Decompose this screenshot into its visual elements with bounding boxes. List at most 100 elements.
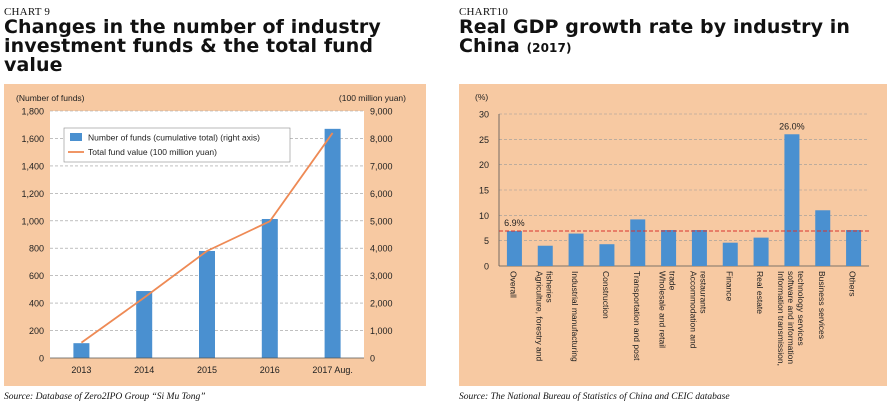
y-tick-label: 5: [484, 236, 489, 246]
x-tick-label-group: Industrial manufacturing: [570, 271, 580, 362]
x-tick-label: technology services: [796, 271, 806, 346]
x-tick-label: Industrial manufacturing: [570, 271, 580, 362]
x-tick-label: Others: [848, 271, 858, 297]
x-tick-label-group: Construction: [601, 271, 611, 319]
y2-tick-label: 7,000: [370, 161, 393, 171]
x-tick-label: Transportation and post: [632, 271, 642, 361]
bar: [324, 128, 341, 358]
series-line: [80, 132, 334, 344]
chart-title-line: investment funds & the total fund: [4, 35, 374, 57]
y-axis-label: (Number of funds): [16, 93, 85, 103]
y-tick-label: 0: [484, 262, 489, 272]
bar: [568, 233, 584, 266]
bar: [846, 230, 862, 266]
y2-tick-label: 5,000: [370, 216, 393, 226]
x-tick-label-group: Others: [848, 271, 858, 297]
fund-chart-svg: 0 0 200 1,000 400 2,000 600 3,000 800 4,000 1,000 5…: [16, 93, 406, 375]
y-tick-label: 10: [479, 211, 489, 221]
x-tick-label-group: Transportation and post: [632, 271, 642, 361]
x-tick-label-group: Overall: [508, 271, 518, 298]
x-tick-label: Overall: [508, 271, 518, 298]
y2-tick-label: 8,000: [370, 134, 393, 144]
chart-number-label: CHART10: [459, 6, 509, 18]
bar: [537, 245, 553, 266]
bar: [199, 250, 215, 358]
bar: [753, 237, 769, 266]
bar: [815, 210, 831, 266]
y-tick-label: 400: [29, 299, 44, 309]
chart-title-year: (2017): [526, 41, 572, 55]
x-tick-label: Real estate: [755, 271, 765, 314]
x-tick-label: software and information: [786, 271, 796, 364]
x-tick-label: Agriculture, forestry and: [534, 271, 544, 362]
y-tick-label: 1,200: [21, 189, 44, 199]
chart-title-text: China: [459, 35, 520, 57]
x-tick-label-group: Agriculture, forestry and fisheries: [534, 271, 554, 362]
x-tick-label: Wholesale and retail: [658, 271, 668, 348]
x-tick-label-group: Finance: [724, 271, 734, 302]
y2-axis-label: (100 million yuan): [339, 93, 406, 103]
y2-tick-label: 6,000: [370, 189, 393, 199]
x-tick-label: restaurants: [698, 271, 708, 314]
bar: [261, 218, 278, 358]
chart-title-line: Real GDP growth rate by industry in: [459, 16, 851, 38]
data-label: 6.9%: [504, 218, 525, 228]
x-tick-label: Finance: [724, 271, 734, 302]
chart-number-label: CHART 9: [4, 6, 51, 18]
chart-title: Changes in the number of industry invest…: [4, 18, 381, 75]
x-tick-label: Information transmission,: [776, 271, 786, 366]
source-note: Source: The National Bureau of Statistic…: [459, 392, 730, 402]
x-tick-label-group: Wholesale and retail trade: [658, 271, 678, 348]
x-tick-label: 2013: [71, 365, 91, 375]
chart-frame: 0 0 200 1,000 400 2,000 600 3,000 800 4,000 1,000 5…: [4, 84, 426, 386]
y2-tick-label: 4,000: [370, 244, 393, 254]
y-tick-label: 600: [29, 271, 44, 281]
x-tick-label: Construction: [601, 271, 611, 319]
x-tick-label: 2014: [134, 365, 154, 375]
y-tick-label: 0: [39, 354, 44, 364]
x-tick-label: Accommodation and: [688, 271, 698, 349]
y-tick-label: 1,400: [21, 161, 44, 171]
x-tick-label: 2016: [260, 365, 280, 375]
bar: [661, 230, 677, 266]
bar: [599, 244, 615, 266]
y2-tick-label: 9,000: [370, 107, 393, 117]
bar: [630, 219, 646, 266]
x-tick-label: fisheries: [544, 271, 554, 303]
y2-tick-label: 0: [370, 354, 375, 364]
x-tick-label: 2017 Aug.: [312, 365, 353, 375]
x-tick-label-group: Information transmission, software and in…: [776, 271, 806, 366]
y2-tick-label: 2,000: [370, 299, 393, 309]
chart-title: Real GDP growth rate by industry in Chin…: [459, 18, 850, 58]
y-tick-label: 1,600: [21, 134, 44, 144]
bar: [73, 343, 90, 358]
gdp-chart-svg: 0 5 10 15 20 25 30 (%) 6.9% Overall Agriculture, f…: [475, 92, 869, 366]
bar: [136, 291, 153, 358]
bar: [722, 242, 738, 266]
y-tick-label: 25: [479, 135, 489, 145]
x-tick-label: trade: [668, 271, 678, 291]
legend-swatch-bar: [70, 133, 82, 141]
y-tick-label: 1,800: [21, 107, 44, 117]
right-chart-panel: CHART10 Real GDP growth rate by industry…: [455, 0, 891, 411]
chart-title-line: Changes in the number of industry: [4, 16, 381, 38]
legend-label: Total fund value (100 million yuan): [88, 147, 217, 157]
chart-title-line: China (2017): [459, 37, 850, 58]
y2-tick-label: 3,000: [370, 271, 393, 281]
y-axis-label: (%): [475, 92, 488, 102]
bar: [506, 231, 522, 266]
x-tick-label: Business services: [817, 271, 827, 339]
chart-title-line: value: [4, 54, 63, 76]
y-tick-label: 30: [479, 110, 489, 120]
y-tick-label: 200: [29, 326, 44, 336]
bar: [784, 134, 800, 266]
data-label: 26.0%: [779, 121, 805, 131]
source-note: Source: Database of Zero2IPO Group “Si M…: [4, 392, 206, 402]
left-chart-panel: CHART 9 Changes in the number of industr…: [0, 0, 430, 411]
x-tick-label-group: Real estate: [755, 271, 765, 314]
y-tick-label: 800: [29, 244, 44, 254]
y-tick-label: 1,000: [21, 216, 44, 226]
chart-frame: 0 5 10 15 20 25 30 (%) 6.9% Overall Agriculture, f…: [459, 84, 887, 386]
y2-tick-label: 1,000: [370, 326, 393, 336]
legend-label: Number of funds (cumulative total) (righ…: [88, 133, 260, 143]
